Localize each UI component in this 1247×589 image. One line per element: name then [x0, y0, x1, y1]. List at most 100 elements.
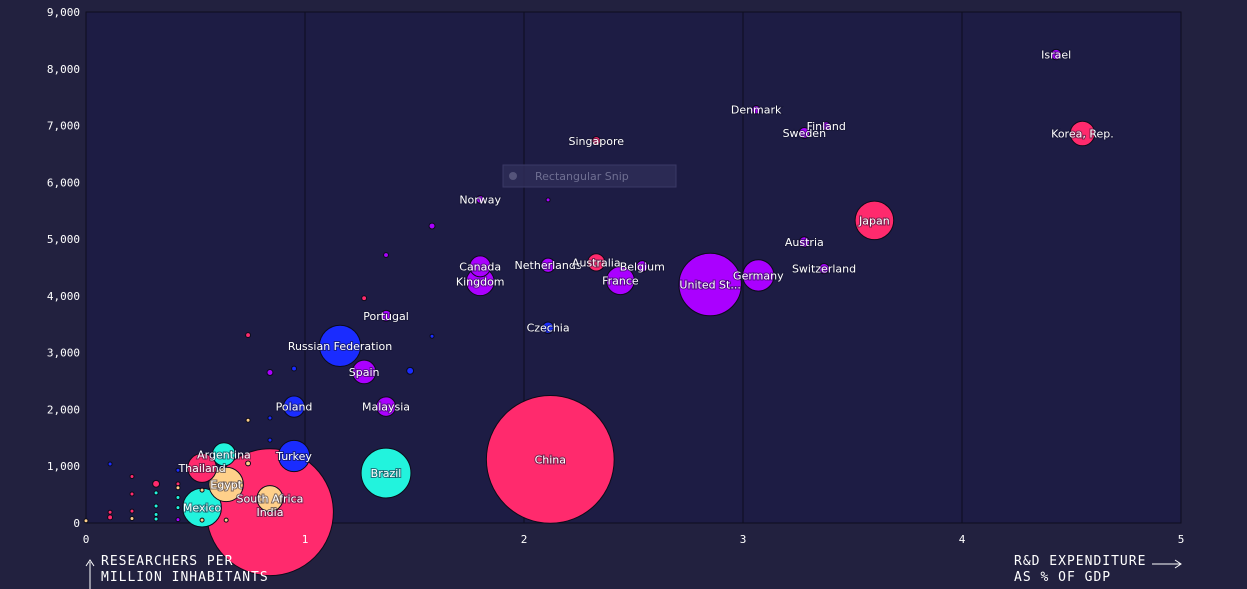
bubble[interactable] — [605, 265, 635, 296]
bubble-label: Norway — [459, 193, 501, 206]
bubble[interactable] — [360, 447, 412, 499]
bubble[interactable] — [587, 253, 606, 272]
x-axis-arrow-head-icon — [1174, 559, 1182, 569]
bubble[interactable] — [245, 417, 251, 423]
bubble[interactable] — [129, 508, 135, 514]
bubble-label: Thailand — [177, 462, 225, 475]
bubble-label: Portugal — [363, 310, 409, 323]
x-tick-label: 5 — [1178, 533, 1185, 546]
snip-icon — [509, 172, 517, 180]
bubble[interactable] — [291, 365, 297, 372]
bubble[interactable] — [277, 439, 311, 473]
bubble[interactable] — [818, 262, 830, 275]
bubble[interactable] — [485, 395, 615, 524]
bubble[interactable] — [282, 395, 306, 418]
y-tick-label: 2,000 — [47, 403, 80, 416]
bubble[interactable] — [540, 257, 556, 273]
bubble[interactable] — [429, 333, 435, 339]
bubble[interactable] — [175, 467, 181, 473]
bubble[interactable] — [107, 461, 113, 467]
bubble[interactable] — [129, 515, 135, 521]
snip-overlay-box[interactable] — [502, 164, 677, 188]
y-tick-label: 0 — [73, 517, 80, 530]
bubble[interactable] — [545, 197, 551, 203]
bubble-label: Belgium — [620, 260, 665, 273]
bubble[interactable] — [129, 473, 135, 479]
y-axis-title-line-2: MILLION INHABITANTS — [101, 570, 269, 585]
bubble[interactable] — [107, 509, 113, 515]
bubble[interactable] — [208, 466, 244, 503]
bubble[interactable] — [469, 255, 492, 278]
x-tick-label: 1 — [302, 533, 309, 546]
bubble[interactable] — [318, 324, 362, 367]
bubble[interactable] — [854, 200, 895, 241]
bubble[interactable] — [541, 321, 555, 334]
bubble[interactable] — [406, 366, 415, 375]
bubble[interactable] — [351, 359, 377, 385]
bubble-label: Spain — [349, 366, 380, 379]
x-axis-title-line-1: R&D EXPENDITURE — [1014, 554, 1146, 569]
x-axis-title-line-2: AS % OF GDP — [1014, 570, 1111, 585]
bubble[interactable] — [245, 460, 251, 467]
bubble[interactable] — [129, 491, 135, 497]
bubble[interactable] — [223, 517, 229, 523]
y-tick-label: 8,000 — [47, 63, 80, 76]
bubble[interactable] — [380, 309, 392, 322]
bubble-label: Brazil — [371, 467, 402, 480]
tick-labels: 0 1 2 3 4 5 0 1,000 2,000 3,000 4,000 5,000 6,000 7,0… — [47, 6, 1184, 546]
bubble[interactable] — [83, 518, 89, 524]
bubble[interactable] — [199, 517, 205, 523]
bubble[interactable] — [636, 260, 649, 273]
bubble-label: Germany — [733, 269, 784, 282]
bubble[interactable] — [245, 332, 251, 338]
bubble-label: Netherlands — [515, 259, 582, 272]
snip-overlay[interactable]: Rectangular Snip — [502, 164, 677, 188]
bubble[interactable] — [153, 516, 159, 522]
y-tick-label: 1,000 — [47, 460, 80, 473]
bubble-label: Singapore — [569, 135, 625, 148]
bubble[interactable] — [175, 481, 181, 487]
bubble[interactable] — [375, 396, 397, 417]
bubble[interactable] — [175, 485, 181, 491]
bubble[interactable] — [267, 437, 273, 443]
bubble[interactable] — [153, 511, 159, 517]
y-axis-title: RESEARCHERS PER MILLION INHABITANTS — [85, 554, 269, 589]
x-tick-label: 3 — [740, 533, 747, 546]
bubble-label: India — [256, 506, 283, 519]
bubble[interactable] — [678, 252, 742, 317]
bubble[interactable] — [821, 121, 831, 131]
bubble[interactable] — [211, 442, 237, 467]
bubble-labels: United St... China Japan Germany India Brazil… — [176, 48, 1114, 521]
bubble[interactable] — [751, 104, 761, 115]
bubble[interactable] — [361, 295, 368, 302]
y-tick-label: 4,000 — [47, 290, 80, 303]
bubble[interactable] — [153, 490, 159, 496]
bubble[interactable] — [175, 494, 181, 500]
y-tick-label: 6,000 — [47, 176, 80, 189]
bubble[interactable] — [256, 485, 284, 513]
bubble[interactable] — [199, 487, 205, 493]
bubble[interactable] — [267, 415, 273, 421]
bubble[interactable] — [107, 514, 114, 521]
bubble[interactable] — [1050, 48, 1062, 61]
bubble[interactable] — [475, 195, 485, 204]
bubble[interactable] — [175, 517, 181, 523]
bubble[interactable] — [153, 503, 159, 509]
bubble[interactable] — [383, 252, 389, 258]
bubble-label: United St... — [679, 279, 740, 292]
bubble[interactable] — [1069, 120, 1096, 147]
bubble[interactable] — [187, 453, 217, 483]
bubble[interactable] — [742, 259, 775, 292]
bubble[interactable] — [266, 369, 274, 377]
bubble[interactable] — [428, 222, 436, 230]
x-tick-label: 2 — [521, 533, 528, 546]
bubble[interactable] — [798, 236, 810, 248]
bubble-label: Poland — [276, 401, 313, 414]
bubble[interactable] — [152, 479, 161, 488]
bubble[interactable] — [798, 126, 811, 139]
bubble[interactable] — [591, 136, 601, 146]
y-tick-label: 3,000 — [47, 347, 80, 360]
bubble[interactable] — [175, 505, 181, 511]
bubble-label: Austria — [785, 236, 824, 249]
